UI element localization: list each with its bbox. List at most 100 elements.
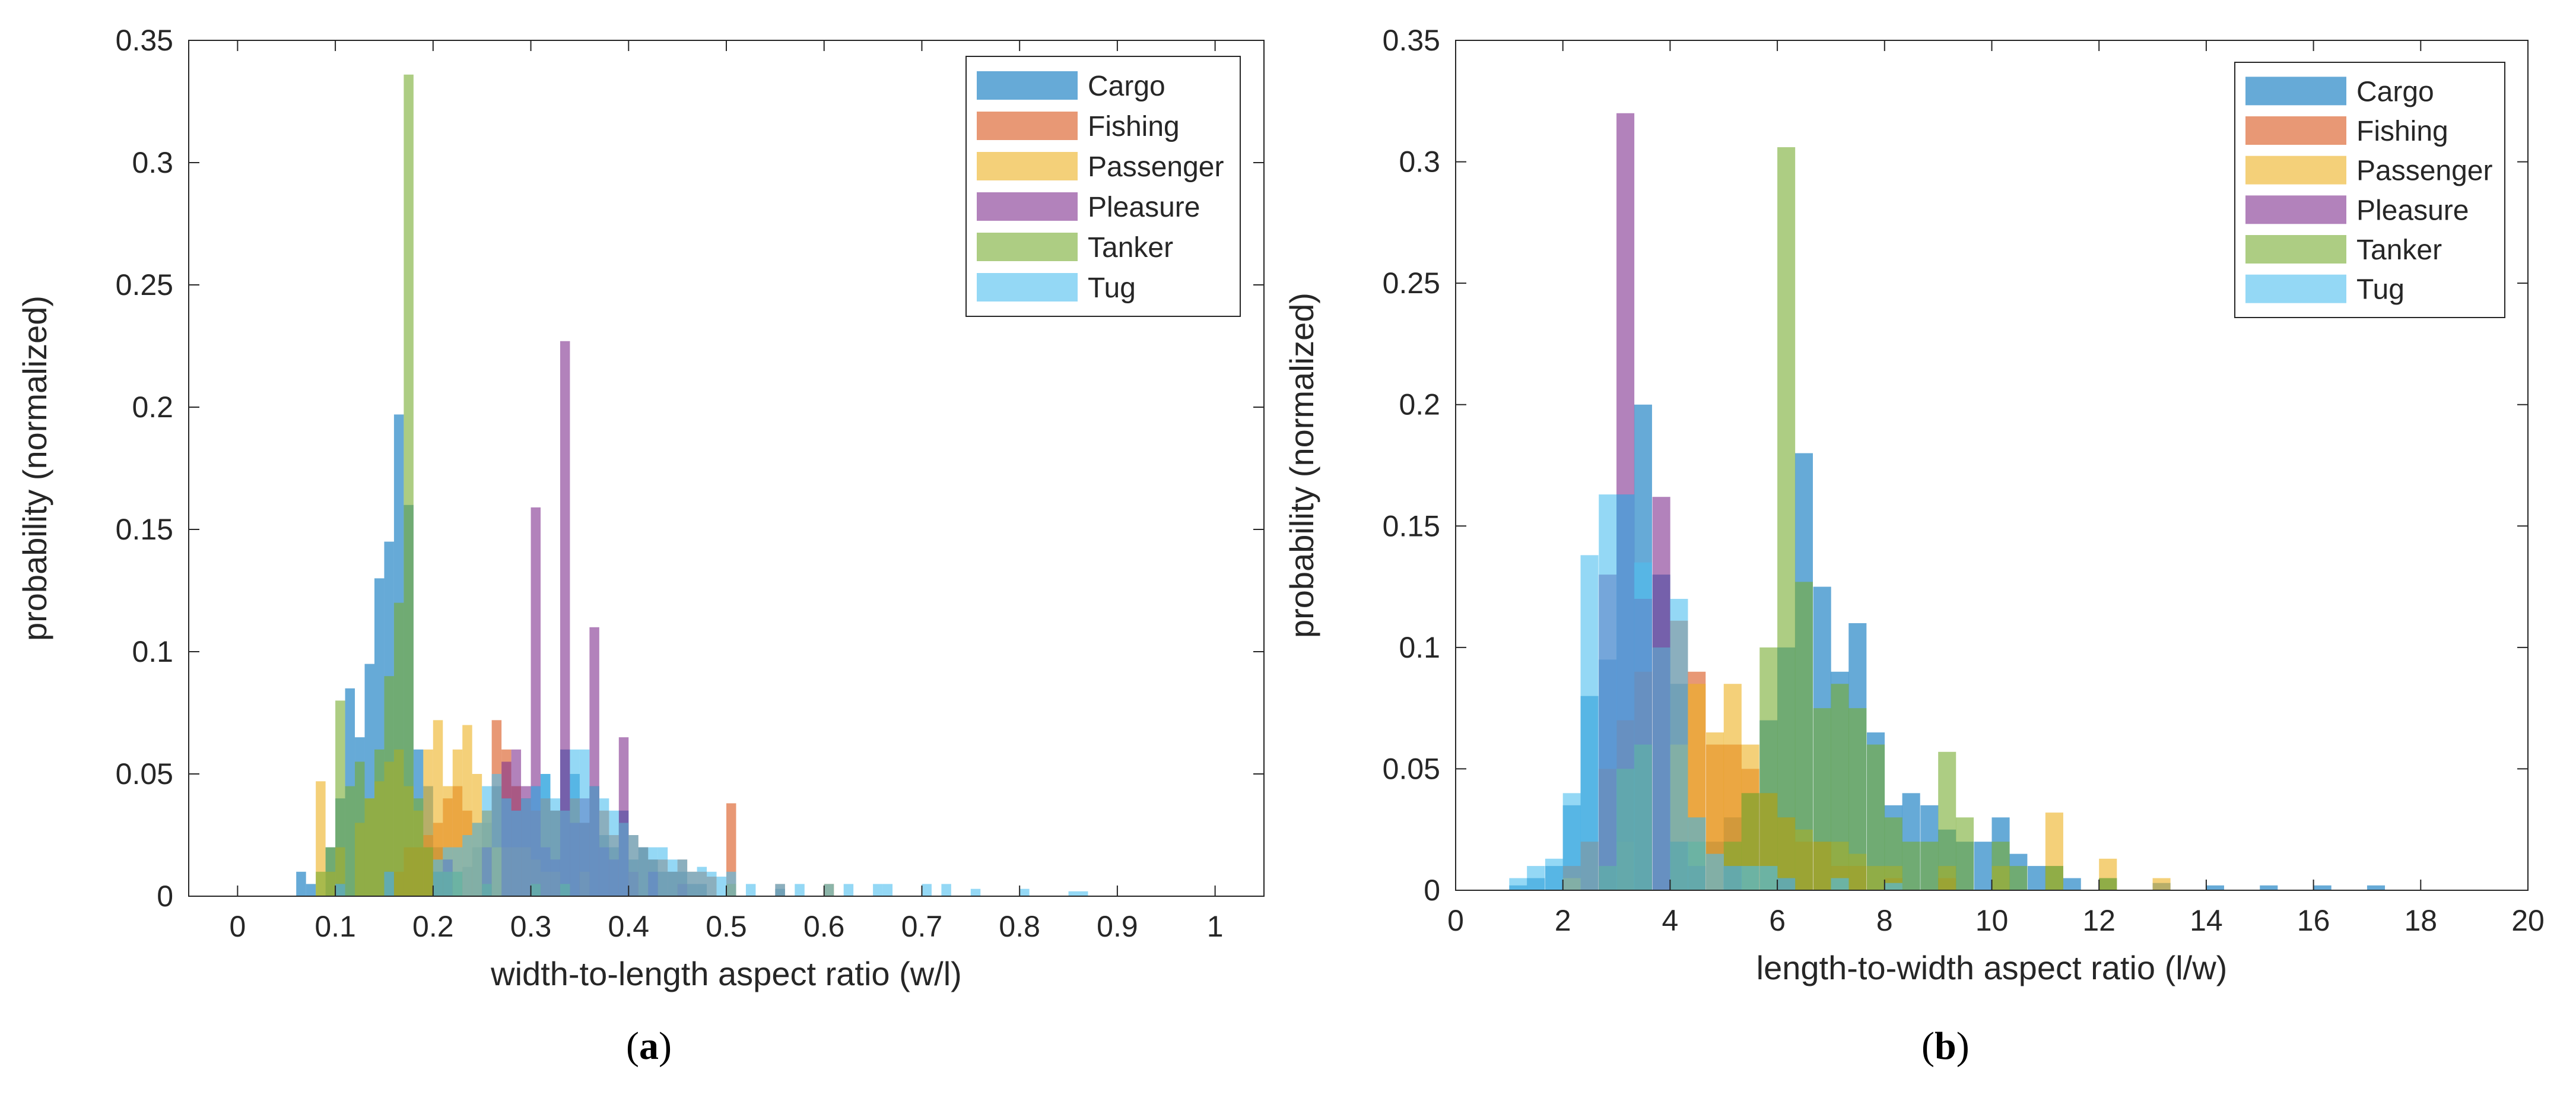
y-tick-label: 0.35 xyxy=(1383,24,1440,57)
legend-label-tanker: Tanker xyxy=(1088,232,1173,264)
bar-tug xyxy=(697,867,707,896)
bar-tanker xyxy=(1991,842,2010,890)
bar-cargo xyxy=(2028,866,2046,890)
bar-tanker xyxy=(1884,817,1902,890)
bar-tug xyxy=(824,884,834,896)
panel-a-label: (a) xyxy=(626,1024,672,1068)
series-tug xyxy=(1509,494,1902,890)
y-tick-label: 0.15 xyxy=(116,513,173,546)
x-tick-label: 0 xyxy=(229,910,246,943)
bar-passenger xyxy=(2152,878,2171,890)
x-tick-label: 2 xyxy=(1555,904,1571,937)
bar-tug xyxy=(472,823,482,896)
bar-tanker xyxy=(393,602,404,896)
panel-b-letter: b xyxy=(1934,1024,1956,1068)
y-tick-label: 0.05 xyxy=(1383,752,1440,785)
bar-tanker xyxy=(404,74,414,896)
legend-swatch-fishing xyxy=(2245,116,2346,145)
bar-tanker xyxy=(1955,817,1974,890)
x-tick-label: 0.2 xyxy=(412,910,454,943)
bar-tug xyxy=(521,798,531,896)
y-tick-label: 0.05 xyxy=(116,757,173,791)
bar-tanker xyxy=(1759,647,1778,890)
y-tick-label: 0.1 xyxy=(132,635,173,668)
y-tick-label: 0.2 xyxy=(1399,388,1440,421)
bar-tug xyxy=(873,884,883,896)
bar-tug xyxy=(882,884,893,896)
x-tick-label: 18 xyxy=(2404,904,2437,937)
y-tick-label: 0.35 xyxy=(116,24,173,57)
bar-tug xyxy=(1068,891,1079,896)
bar-tug xyxy=(550,798,560,896)
x-tick-label: 0.1 xyxy=(315,910,356,943)
bar-tug xyxy=(745,884,756,896)
bar-tug xyxy=(443,847,453,896)
x-tick-label: 6 xyxy=(1769,904,1786,937)
x-ticks: 0 2 4 6 8 10 12 14 16 18 20 xyxy=(1447,40,2545,937)
bar-tug xyxy=(795,884,805,896)
bar-passenger xyxy=(316,781,326,896)
bar-tug xyxy=(560,810,570,896)
bar-tanker xyxy=(1920,842,1939,890)
bar-tug xyxy=(658,847,668,896)
bar-tanker xyxy=(413,798,424,896)
x-tick-label: 14 xyxy=(2190,904,2223,937)
y-tick-label: 0.25 xyxy=(116,268,173,302)
bar-tanker xyxy=(1848,708,1867,890)
bar-tug xyxy=(570,749,580,896)
bar-tug xyxy=(628,835,639,896)
bar-tug xyxy=(941,884,951,896)
bar-tanker xyxy=(1866,744,1885,890)
legend-swatch-passenger xyxy=(977,152,1078,180)
bar-tug xyxy=(501,798,512,896)
bar-tug xyxy=(707,871,717,896)
x-tick-label: 12 xyxy=(2082,904,2116,937)
x-tick-label: 4 xyxy=(1662,904,1678,937)
bar-tug xyxy=(1599,494,1617,890)
bar-tanker xyxy=(2045,866,2063,890)
x-tick-label: 8 xyxy=(1876,904,1893,937)
legend-swatch-fishing xyxy=(977,112,1078,140)
legend-label-tug: Tug xyxy=(1088,272,1136,304)
x-tick-label: 16 xyxy=(2297,904,2330,937)
bar-tanker xyxy=(2009,866,2028,890)
panel-a-letter: a xyxy=(639,1024,659,1068)
legend-label-passenger: Passenger xyxy=(1088,151,1224,183)
bar-tug xyxy=(579,749,590,896)
legend-swatch-tanker xyxy=(2245,235,2346,264)
y-tick-label: 0 xyxy=(157,880,173,913)
series-tug xyxy=(335,749,1088,896)
bar-cargo xyxy=(296,871,306,896)
bar-tug xyxy=(462,835,472,896)
x-tick-label: 0.3 xyxy=(510,910,552,943)
bar-tug xyxy=(541,774,551,896)
bar-tanker xyxy=(2099,878,2117,890)
legend-label-fishing: Fishing xyxy=(2356,116,2448,147)
bar-cargo xyxy=(2260,885,2278,890)
y-tick-label: 0.25 xyxy=(1383,266,1440,300)
bar-tug xyxy=(1831,878,1849,890)
x-axis-label: length-to-width aspect ratio (l/w) xyxy=(1756,949,2228,986)
bar-tug xyxy=(452,847,463,896)
legend-label-pleasure: Pleasure xyxy=(2356,195,2469,226)
bars xyxy=(1509,113,2386,891)
bar-tanker xyxy=(345,786,355,896)
bar-tug xyxy=(668,859,678,896)
x-tick-label: 0 xyxy=(1447,904,1464,937)
bars xyxy=(296,74,1088,896)
x-tick-label: 0.6 xyxy=(803,910,845,943)
y-tick-label: 0.3 xyxy=(1399,145,1440,179)
legend-swatch-cargo xyxy=(2245,77,2346,106)
bar-tug xyxy=(1545,858,1563,890)
bar-tanker xyxy=(1902,842,1920,890)
y-tick-label: 0 xyxy=(1424,874,1440,907)
bar-pleasure xyxy=(560,341,570,896)
x-tick-label: 10 xyxy=(1975,904,2009,937)
bar-tug xyxy=(775,884,785,896)
bar-cargo xyxy=(2206,885,2224,890)
x-tick-label: 0.4 xyxy=(608,910,650,943)
legend-swatch-pleasure xyxy=(977,192,1078,221)
y-tick-label: 0.1 xyxy=(1399,631,1440,664)
bar-tug xyxy=(970,888,981,896)
